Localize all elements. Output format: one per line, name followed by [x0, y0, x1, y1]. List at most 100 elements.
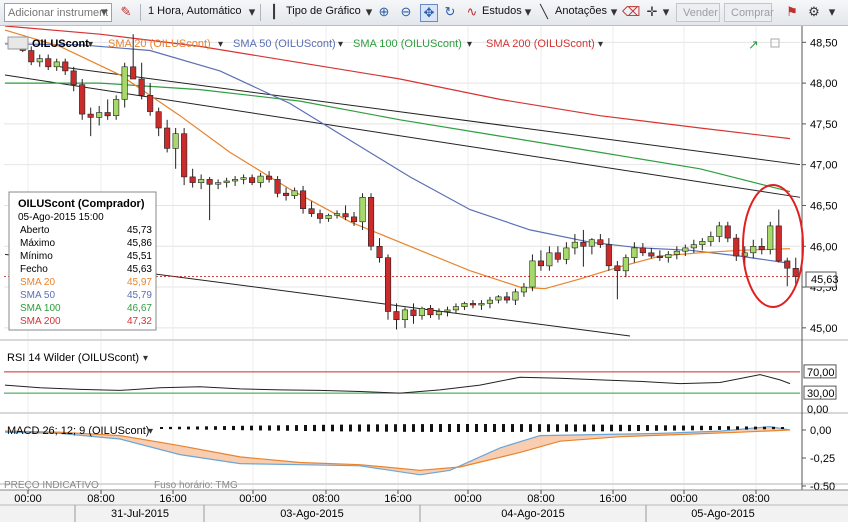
- candle: [682, 247, 689, 252]
- zoom-in-icon[interactable]: ⊕: [378, 4, 390, 19]
- settings-icon[interactable]: ⚙: [808, 4, 820, 19]
- rsi-pane: 70,00 30,00 0,00: [4, 364, 837, 416]
- info-row-value: 45,79: [127, 290, 152, 301]
- candle: [376, 246, 383, 259]
- period-select[interactable]: 1 Hora, Automático: [148, 5, 242, 17]
- x-tick-label: 16:00: [159, 493, 187, 505]
- pan-icon[interactable]: ✥: [420, 4, 438, 22]
- macd-title[interactable]: MACD 26; 12; 9 (OILUScont): [7, 425, 149, 437]
- alert-icon[interactable]: ⚑: [786, 4, 798, 19]
- sell-button[interactable]: Vender: [676, 3, 720, 22]
- candle: [121, 66, 128, 100]
- y-tick-label: 47,50: [810, 119, 838, 131]
- candle: [478, 303, 485, 306]
- rsi-title[interactable]: RSI 14 Wilder (OILUScont): [7, 352, 139, 364]
- macd-histogram-bar: [367, 424, 370, 432]
- candle: [299, 190, 307, 210]
- chevron-down-icon[interactable]: ▾: [467, 39, 472, 50]
- macd-pane: 0,00-0,25-0,50: [4, 424, 835, 493]
- candle: [215, 182, 222, 185]
- eraser-icon[interactable]: ⌫: [622, 4, 641, 19]
- chevron-down-icon[interactable]: ▾: [524, 4, 532, 19]
- candle: [181, 133, 188, 178]
- candle-type-icon[interactable]: ┃: [270, 4, 278, 19]
- chevron-down-icon[interactable]: ▾: [598, 39, 603, 50]
- candle: [342, 213, 349, 218]
- candle: [257, 175, 264, 183]
- pane-divider: [0, 339, 848, 341]
- macd-histogram-bar: [457, 424, 460, 432]
- macd-histogram-bar: [727, 426, 730, 430]
- macd-histogram-bar: [754, 426, 757, 430]
- macd-histogram-bar: [673, 425, 676, 431]
- y-tick-label: 46,00: [810, 241, 838, 253]
- info-row-label: Mínimo: [20, 251, 53, 262]
- dropdown-arrow-icon[interactable]: ▾: [100, 4, 108, 19]
- candle: [198, 179, 205, 183]
- chevron-down-icon[interactable]: ▾: [143, 353, 148, 364]
- macd-histogram-bar: [421, 424, 424, 432]
- line-tool-icon[interactable]: ╲: [540, 4, 548, 19]
- chevron-down-icon[interactable]: ▾: [365, 4, 373, 19]
- candle: [28, 50, 35, 63]
- date-label: 05-Ago-2015: [691, 508, 755, 520]
- info-row-value: 45,97: [127, 277, 152, 288]
- macd-histogram-bar: [493, 424, 496, 432]
- macd-histogram-bar: [232, 425, 235, 431]
- x-tick-label: 08:00: [87, 493, 115, 505]
- candle: [622, 257, 629, 272]
- chevron-down-icon[interactable]: ▾: [828, 4, 836, 19]
- chevron-down-icon[interactable]: ▾: [88, 39, 93, 50]
- macd-signal-line: [4, 429, 791, 471]
- buy-button[interactable]: Comprar: [724, 3, 774, 22]
- studies-icon[interactable]: ∿: [466, 4, 478, 19]
- candle: [223, 180, 230, 183]
- candle: [486, 299, 494, 304]
- candle: [639, 247, 646, 254]
- macd-histogram-bar: [628, 424, 631, 432]
- last-price-badge: [805, 271, 837, 288]
- macd-histogram-bar: [700, 425, 703, 431]
- rsi-level-badge: [803, 385, 837, 400]
- candle: [291, 190, 298, 197]
- chevron-down-icon[interactable]: ▾: [218, 39, 223, 50]
- info-row-label: SMA 200: [20, 316, 61, 327]
- candle: [546, 252, 553, 267]
- chevron-down-icon[interactable]: ▾: [148, 426, 153, 437]
- chevron-down-icon[interactable]: ▾: [338, 39, 343, 50]
- chart-type-select[interactable]: Tipo de Gráfico: [286, 5, 361, 17]
- info-row-label: Máximo: [20, 238, 55, 249]
- macd-histogram-bar: [178, 426, 181, 430]
- legend-sma20[interactable]: SMA 20 (OILUScont): [108, 38, 211, 50]
- candle: [316, 213, 324, 219]
- macd-histogram-bar: [394, 424, 397, 432]
- candles: [11, 34, 799, 330]
- annotations-menu[interactable]: Anotações: [555, 5, 607, 17]
- candle: [206, 179, 213, 185]
- candle: [393, 311, 400, 320]
- legend-sma100[interactable]: SMA 100 (OILUScont): [353, 38, 462, 50]
- maximize-icon[interactable]: [770, 38, 780, 48]
- reset-icon[interactable]: ↻: [444, 4, 456, 19]
- macd-histogram-bar: [277, 425, 280, 431]
- indicator-icon[interactable]: ✎: [120, 4, 132, 19]
- chevron-down-icon[interactable]: ▾: [248, 4, 256, 19]
- crosshair-icon[interactable]: ✛: [646, 4, 658, 19]
- legend-sma50[interactable]: SMA 50 (OILUScont): [233, 38, 336, 50]
- macd-histogram-bar: [412, 424, 415, 432]
- symbol-input[interactable]: [4, 3, 112, 22]
- zoom-out-icon[interactable]: ⊖: [400, 4, 412, 19]
- legend-symbol[interactable]: OILUScont: [32, 38, 89, 50]
- candle: [580, 241, 587, 247]
- macd-histogram-bar: [160, 427, 163, 429]
- date-label: 03-Ago-2015: [280, 508, 344, 520]
- chevron-down-icon[interactable]: ▾: [662, 4, 670, 19]
- chevron-down-icon[interactable]: ▾: [610, 4, 618, 19]
- legend-sma200[interactable]: SMA 200 (OILUScont): [486, 38, 595, 50]
- candle: [79, 84, 86, 115]
- expand-icon[interactable]: ↗: [748, 37, 759, 52]
- macd-histogram-bar: [268, 425, 271, 431]
- studies-menu[interactable]: Estudos: [482, 5, 522, 17]
- macd-histogram-bar: [439, 424, 442, 432]
